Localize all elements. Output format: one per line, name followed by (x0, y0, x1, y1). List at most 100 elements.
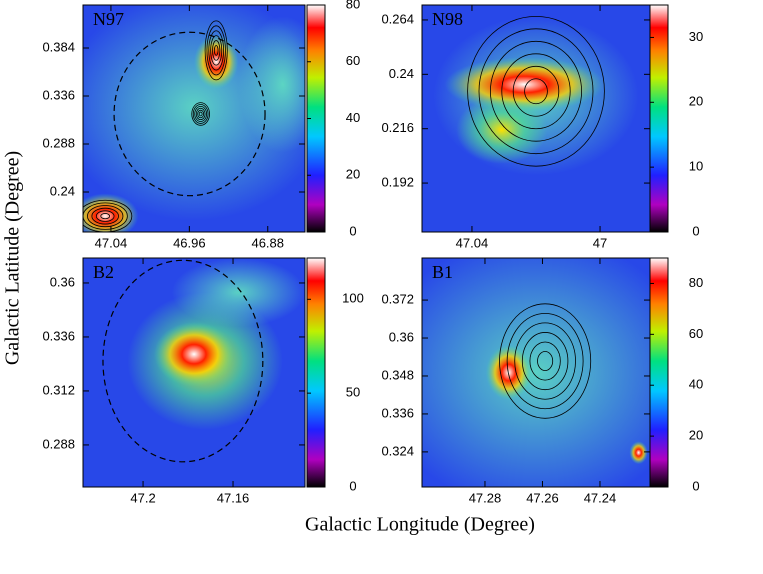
contour (489, 40, 582, 142)
panel: N97 47.04 46.96 46.88 0.24 0.288 0.336 0.384 0 20… (42, 0, 360, 250)
x-axis-label: Galactic Longitude (Degree) (305, 514, 535, 536)
colorbar-tick-label: 80 (689, 275, 703, 290)
contour (501, 53, 571, 130)
y-tick-label: 0.264 (381, 11, 414, 26)
colorbar-tick-label: 80 (346, 0, 360, 11)
colorbar-tick-label: 0 (692, 478, 699, 493)
y-tick-label: 0.336 (381, 405, 414, 420)
contour (195, 107, 206, 121)
emission (485, 345, 532, 400)
x-tick-label: 47.28 (469, 490, 502, 505)
y-tick-label: 0.372 (381, 292, 414, 307)
frame (82, 257, 306, 488)
colorbar-tick-label: 20 (689, 428, 703, 443)
contour (100, 213, 111, 220)
image (422, 258, 650, 487)
colorbar-tick-label: 20 (346, 167, 360, 182)
x-tick-label: 47.04 (95, 235, 128, 250)
colorbar-tick-label: 0 (692, 223, 699, 238)
panel-label: B1 (432, 262, 453, 282)
contour (95, 210, 115, 222)
emission (154, 322, 234, 387)
panel-label: B2 (93, 262, 114, 282)
contour (208, 30, 225, 71)
y-tick-label: 0.24 (50, 183, 75, 198)
colorbar (306, 257, 326, 488)
panel-label: N98 (432, 9, 463, 29)
colorbar-tick-label: 60 (689, 326, 703, 341)
contour (467, 15, 605, 167)
colorbar-tick-label: 20 (689, 94, 703, 109)
contour (191, 102, 210, 126)
contour (197, 109, 205, 119)
y-tick-label: 0.36 (389, 329, 414, 344)
emission (171, 258, 305, 327)
x-tick-label: 47.26 (526, 490, 559, 505)
image (422, 5, 650, 232)
image (83, 5, 305, 232)
contour (210, 35, 223, 66)
x-tick-label: 46.88 (251, 235, 284, 250)
y-tick-label: 0.384 (42, 39, 75, 54)
contour (83, 202, 128, 230)
x-tick-label: 47.24 (584, 490, 617, 505)
contour (194, 105, 207, 122)
emission (194, 34, 239, 89)
y-tick-label: 0.288 (42, 135, 75, 150)
x-tick-label: 47 (593, 235, 607, 250)
panel: B2 47.2 47.16 0.288 0.312 0.336 0.36 0 50 100 (42, 257, 364, 505)
y-tick-label: 0.216 (381, 120, 414, 135)
y-tick-label: 0.24 (389, 66, 414, 81)
contour (213, 45, 219, 56)
x-tick-label: 46.96 (173, 235, 206, 250)
y-tick-label: 0.336 (42, 328, 75, 343)
y-tick-label: 0.348 (381, 367, 414, 382)
contour (83, 199, 133, 232)
x-tick-label: 47.2 (130, 490, 155, 505)
frame (82, 4, 306, 233)
contour (506, 312, 584, 410)
contour (521, 332, 569, 391)
colorbar-tick-label: 60 (346, 53, 360, 68)
contour (206, 25, 226, 76)
colorbar (649, 257, 669, 488)
contour (198, 111, 203, 117)
contour (192, 104, 209, 124)
colorbar-tick-label: 100 (342, 291, 364, 306)
x-tick-label: 47.16 (217, 490, 250, 505)
contour (524, 78, 548, 105)
emission (629, 441, 648, 465)
panel: N98 47.04 47 0.192 0.216 0.24 0.264 0 10 20 30 (381, 4, 703, 250)
y-tick-label: 0.36 (50, 274, 75, 289)
y-tick-label: 0.288 (42, 436, 75, 451)
contour (478, 28, 594, 155)
colorbar-tick-label: 0 (349, 478, 356, 493)
panel-label: N97 (93, 9, 124, 29)
contour (212, 40, 221, 61)
y-tick-label: 0.312 (42, 382, 75, 397)
colorbar-tick-label: 0 (349, 223, 356, 238)
colorbar-tick-label: 40 (689, 377, 703, 392)
contour (499, 303, 592, 419)
contour (91, 207, 119, 225)
y-tick-label: 0.336 (42, 87, 75, 102)
colorbar-tick-label: 30 (689, 29, 703, 44)
contour (512, 65, 560, 117)
image (83, 258, 305, 487)
y-tick-label: 0.192 (381, 175, 414, 190)
x-tick-label: 47.04 (456, 235, 489, 250)
contour (537, 351, 554, 371)
contour (87, 205, 124, 228)
boundary (113, 31, 266, 197)
emission (238, 16, 305, 153)
y-tick-label: 0.324 (381, 443, 414, 458)
contour (514, 322, 576, 400)
colorbar-tick-label: 10 (689, 159, 703, 174)
colorbar-tick-label: 40 (346, 110, 360, 125)
contour (529, 341, 561, 381)
panel: B1 47.28 47.26 47.24 0.324 0.336 0.348 0.36 0.37… (381, 257, 703, 505)
emission (422, 258, 650, 487)
colorbar (649, 4, 669, 233)
